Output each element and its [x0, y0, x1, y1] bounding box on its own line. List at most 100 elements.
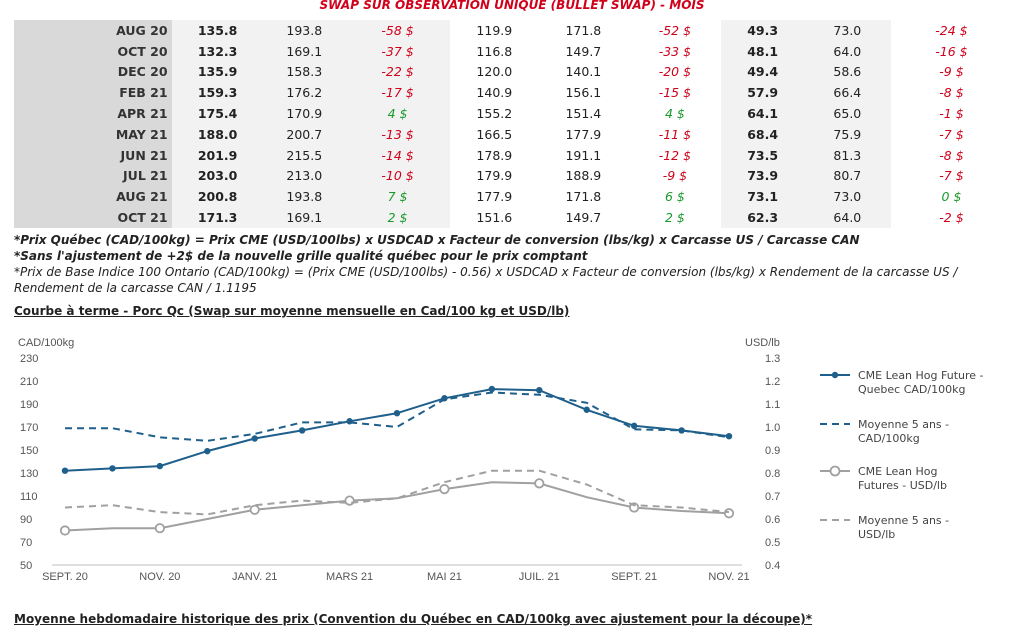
series-point	[583, 406, 590, 413]
note-adjustment: *Sans l'ajustement de +2$ de la nouvelle…	[14, 249, 588, 263]
cell-c3: 4 $	[344, 103, 451, 124]
legend-avg-usd: Moyenne 5 ans - USD/lb	[858, 514, 950, 541]
cell-c5: 156.1	[565, 85, 602, 101]
series-line-2	[64, 481, 730, 532]
swap-table: AUG 20 135.8 193.8 -58 $119.9 171.8 -52 $49.3…	[14, 20, 1012, 228]
series-point	[204, 447, 211, 455]
cell-c9: -7 $	[939, 126, 964, 142]
cell-c3: -13 $	[344, 123, 451, 145]
cell-c6: -15 $	[658, 85, 692, 101]
x-tick-label: SEPT. 20	[42, 571, 88, 583]
cell-c3: -14 $	[344, 144, 451, 166]
x-tick-label: JANV. 21	[232, 571, 277, 583]
y-left-tick: 70	[20, 537, 32, 549]
cell-c5: 191.1	[565, 147, 602, 163]
cell-c2: 200.7	[263, 123, 345, 145]
footer-heading: Moyenne hebdomadaire historique des prix…	[14, 612, 813, 626]
y-left-tick: 90	[20, 514, 32, 526]
cell-c8: 66.4	[803, 82, 891, 104]
cell-c9: 0 $	[941, 189, 962, 205]
table-row: MAY 21 188.0 200.7 -13 $ 166.5 177.9 -11 $ 68.4…	[14, 123, 1012, 145]
row-month: MAY 21	[14, 123, 172, 145]
cell-c5: 177.9	[565, 126, 602, 142]
table-row: JUN 21 201.9 215.5 -14 $ 178.9 191.1 -12 $ 73.5…	[14, 144, 1012, 166]
cell-c1: 132.3	[171, 40, 264, 62]
cell-c4: 120.0	[476, 64, 513, 80]
series-point	[59, 525, 71, 536]
series-line-3	[64, 469, 730, 516]
cell-c7: 68.4	[721, 123, 804, 145]
cell-c1: 171.3	[171, 207, 264, 228]
y-right-tick: 0.4	[765, 560, 780, 572]
cell-c8: 64.0	[803, 40, 891, 62]
cell-c3: -37 $	[344, 40, 451, 62]
y-right-tick: 1.1	[765, 399, 780, 411]
cell-c7: 48.1	[721, 40, 804, 62]
table-title: SWAP SUR OBSERVATION UNIQUE (BULLET SWAP…	[319, 0, 705, 12]
row-month: OCT 21	[14, 207, 172, 228]
cell-c3: 7 $	[344, 186, 451, 208]
y-right-label: USD/lb	[745, 337, 780, 349]
legend-marks	[820, 371, 850, 521]
y-right-tick: 1.3	[765, 353, 780, 365]
cell-c1: 135.9	[171, 61, 264, 83]
cell-c2: 193.8	[263, 20, 345, 41]
y-left-tick: 190	[20, 399, 38, 411]
cell-c1: 200.8	[171, 186, 264, 208]
cell-c9: -8 $	[939, 147, 964, 163]
cell-c4: 116.8	[476, 43, 513, 59]
y-right-tick: 1.0	[765, 422, 780, 434]
cell-c6: -52 $	[658, 22, 692, 38]
cell-c7: 73.1	[721, 186, 804, 208]
cell-c3: 2 $	[344, 207, 451, 228]
x-tick-label: MARS 21	[326, 571, 373, 583]
cell-c4: 140.9	[476, 85, 513, 101]
cell-c3: -10 $	[344, 165, 451, 187]
legend-dot	[831, 371, 839, 379]
series-point	[393, 410, 401, 417]
cell-c4: 179.9	[476, 168, 513, 184]
series-point	[536, 387, 543, 394]
cell-c6: 6 $	[664, 189, 685, 205]
table-row: FEB 21 159.3 176.2 -17 $ 140.9 156.1 -15 $ 57.9…	[14, 82, 1012, 104]
cell-c1: 201.9	[171, 144, 264, 166]
cell-c4: 166.5	[476, 126, 513, 142]
cell-c7: 49.3	[721, 20, 804, 41]
cell-c9: -16 $	[935, 43, 968, 59]
cell-c8: 58.6	[803, 61, 891, 83]
cell-c5: 151.4	[565, 106, 602, 122]
table-row: APR 21 175.4 170.9 4 $155.2 151.4 4 $64.1 65.0…	[14, 103, 1012, 124]
series-point	[630, 422, 638, 430]
cell-c7: 57.9	[721, 82, 804, 104]
x-tick-label: NOV. 20	[139, 571, 180, 583]
row-month: AUG 20	[14, 20, 172, 41]
y-right-tick: 1.2	[765, 376, 780, 388]
cell-c9: -7 $	[939, 168, 964, 184]
cell-c5: 149.7	[565, 43, 602, 59]
x-tick-label: JUIL. 21	[519, 571, 560, 583]
cell-c4: 151.6	[476, 210, 513, 226]
cell-c3: -17 $	[344, 82, 451, 104]
y-left-tick: 170	[20, 422, 38, 434]
x-tick-label: MAI 21	[427, 571, 462, 583]
y-right-tick: 0.5	[765, 537, 780, 549]
cell-c9: -1 $	[939, 106, 964, 122]
y-left-tick: 50	[20, 560, 32, 572]
cell-c4: 119.9	[476, 22, 513, 38]
series-point	[678, 427, 685, 434]
y-right-tick: 0.7	[765, 491, 780, 503]
cell-c9: -24 $	[935, 22, 968, 38]
cell-c8: 73.0	[803, 186, 891, 208]
cell-c9: -8 $	[939, 85, 964, 101]
y-left-tick: 230	[20, 353, 38, 365]
table-row: DEC 20 135.9 158.3 -22 $ 120.0 140.1 -20 $ 49.4…	[14, 61, 1012, 83]
series-point	[723, 508, 735, 519]
legend-cme-cad: CME Lean Hog Future - Quebec CAD/100kg	[858, 369, 984, 396]
futures-chart: CAD/100kg USD/lb 230 210 190 170 150 130 110 90…	[18, 337, 850, 583]
y-right-tick: 0.6	[765, 514, 780, 526]
table-row: AUG 20 135.8 193.8 -58 $ 119.9 171.8 -52 $ 49.3…	[14, 20, 1012, 41]
series-point	[534, 478, 545, 489]
legend-dot	[829, 465, 841, 477]
y-left-tick: 130	[20, 468, 38, 480]
